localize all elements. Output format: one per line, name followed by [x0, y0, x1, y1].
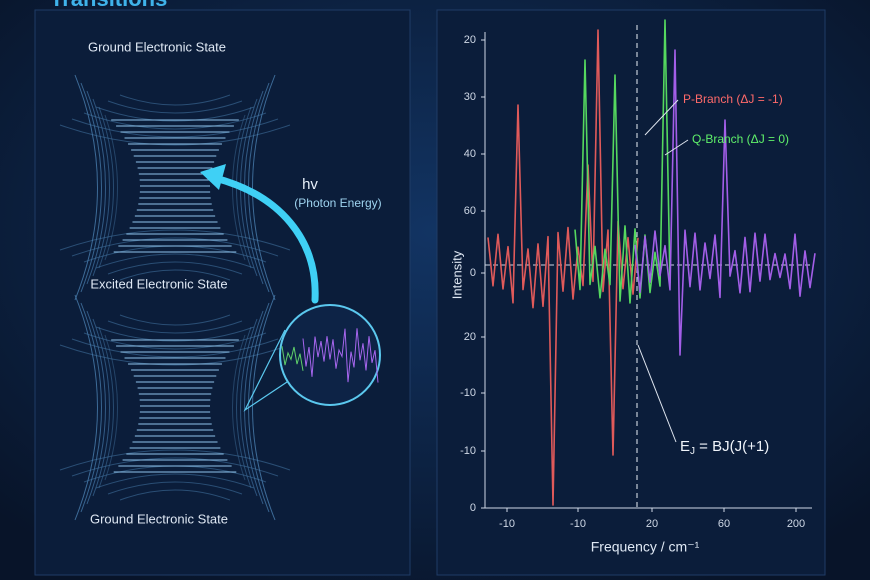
arc: [95, 326, 255, 342]
x-tick-label: 20: [646, 518, 658, 530]
state-label: Excited Electronic State: [90, 276, 227, 291]
formula-rhs: = BJ(J(+1): [695, 438, 769, 455]
x-tick-label: 200: [787, 518, 805, 530]
pointer: [644, 99, 679, 136]
spectrum-trace: [574, 19, 671, 304]
pointer: [664, 139, 689, 156]
mini-spectrum: [281, 328, 379, 383]
y-tick-label: 40: [464, 148, 476, 160]
arc: [107, 100, 243, 114]
photon-arrow: [211, 174, 319, 304]
mini-trace: [302, 328, 379, 383]
well-curve: [98, 326, 114, 489]
left-panel: [34, 9, 411, 576]
x-axis-label: Frequency / cm⁻¹: [591, 539, 700, 555]
well-curve: [252, 294, 276, 521]
well-curve: [80, 302, 102, 513]
well-curve: [240, 318, 258, 497]
well-curve: [104, 114, 118, 261]
well-curve: [252, 74, 276, 301]
y-tick-label: 30: [464, 91, 476, 103]
spectrum-trace: [634, 49, 816, 356]
arc: [59, 124, 291, 146]
arc: [59, 229, 291, 251]
formula-lhs: E: [680, 438, 690, 455]
arc: [95, 473, 255, 489]
well-curve: [80, 82, 102, 293]
y-tick-label: 60: [464, 205, 476, 217]
arc: [119, 94, 231, 106]
x-tick-label: -10: [570, 518, 586, 530]
arc: [71, 457, 279, 477]
energy-levels: [59, 74, 291, 521]
well-curve: [74, 294, 98, 521]
well-curve: [232, 334, 246, 481]
q-branch-label: Q-Branch (ΔJ = 0): [692, 132, 789, 146]
arc: [59, 449, 291, 471]
mini-trace: [281, 346, 304, 371]
photon-symbol: hv: [302, 176, 318, 193]
arc: [83, 112, 267, 130]
y-tick-label: -10: [460, 445, 476, 457]
arc: [119, 489, 231, 501]
zoom-lines: [243, 329, 291, 412]
arc: [107, 481, 243, 495]
y-tick-label: 0: [470, 502, 476, 514]
arc: [71, 118, 279, 138]
well-curve: [92, 98, 110, 277]
p-branch-label: P-Branch (ΔJ = -1): [683, 92, 783, 106]
arc: [95, 253, 255, 269]
arc: [71, 338, 279, 358]
pointer: [637, 344, 677, 443]
arc: [83, 332, 267, 350]
arc: [71, 237, 279, 257]
y-tick-label: 0: [470, 267, 476, 279]
formula-sub: J: [690, 446, 695, 457]
arc: [107, 320, 243, 334]
x-tick-label: -10: [499, 518, 515, 530]
state-label: Ground Electronic State: [88, 39, 226, 54]
well-curve: [92, 318, 110, 497]
well-curve: [232, 114, 246, 261]
spectrum-chart: 20 30 40 60 0 20 -10 -10 0 -10 -10 20 60 200: [460, 19, 816, 530]
y-axis-label: Intensity: [449, 250, 464, 299]
arrow-head: [200, 164, 226, 190]
well-curve: [104, 334, 118, 481]
zoom-circle: [279, 304, 381, 406]
spectrum-trace: [487, 29, 639, 506]
energy-formula: EJ = BJ(J(+1): [680, 438, 769, 457]
well-curve: [86, 310, 106, 505]
well-curve: [244, 310, 264, 505]
title: Transitions: [50, 0, 167, 11]
well-curve: [236, 326, 252, 489]
x-tick-label: 60: [718, 518, 730, 530]
arc: [119, 314, 231, 326]
well-curve: [98, 106, 114, 269]
state-label: Ground Electronic State: [90, 511, 228, 526]
y-tick-label: -10: [460, 387, 476, 399]
photon-caption: (Photon Energy): [294, 196, 381, 210]
arc: [95, 106, 255, 122]
well-curve: [86, 90, 106, 285]
y-tick-label: 20: [464, 331, 476, 343]
arc: [59, 344, 291, 366]
well-curve: [74, 74, 98, 301]
y-tick-label: 20: [464, 34, 476, 46]
arc: [107, 261, 243, 275]
arc: [119, 269, 231, 281]
